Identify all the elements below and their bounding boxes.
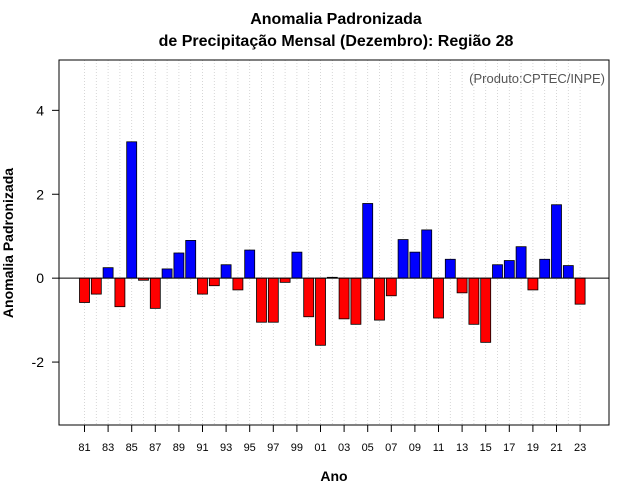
bar-14: [468, 277, 480, 325]
bar-92: [208, 277, 220, 287]
bar-00: [303, 277, 315, 318]
x-tick-label: 87: [149, 442, 161, 454]
bar-05: [362, 203, 374, 279]
bar-16: [492, 264, 503, 279]
x-axis-label: Ano: [320, 468, 347, 484]
bar-12: [444, 258, 456, 279]
x-tick-label: 17: [503, 442, 515, 454]
x-tick-label: 91: [196, 442, 208, 454]
x-tick-label: 01: [314, 442, 326, 454]
bar-23: [574, 277, 586, 305]
bar-08: [397, 239, 409, 279]
bar-15: [480, 277, 492, 343]
grid: [84, 60, 581, 425]
x-tick-label: 93: [220, 442, 232, 454]
bar-07: [385, 277, 397, 297]
x-axis: 81 83 85 87 89 91 93 95 97 99 01 03 05 07 09 11 13 15 17 19…: [78, 425, 586, 454]
x-tick-label: 81: [78, 442, 90, 454]
bar-97: [267, 277, 279, 323]
y-tick-label: 4: [36, 102, 44, 118]
bar-94: [232, 277, 244, 291]
x-tick-label: 95: [244, 442, 256, 454]
bar-90: [185, 240, 197, 279]
y-axis: -2 0 2 4: [32, 102, 59, 370]
bar-13: [456, 277, 468, 294]
x-tick-label: 97: [267, 442, 279, 454]
bar-85: [126, 141, 138, 279]
bar-06: [374, 277, 385, 321]
bar-81: [79, 277, 90, 303]
bar-91: [197, 277, 208, 295]
bar-19: [527, 277, 539, 291]
x-tick-label: 13: [456, 442, 468, 454]
y-tick-label: 0: [36, 270, 44, 286]
bar-04: [350, 277, 362, 325]
bar-10: [421, 229, 433, 279]
x-tick-label: 89: [173, 442, 185, 454]
plot-frame: [58, 59, 610, 426]
bar-89: [173, 252, 185, 279]
source-annotation: (Produto:CPTEC/INPE): [469, 71, 605, 86]
bar-09: [409, 251, 421, 279]
bar-95: [244, 249, 256, 279]
x-tick-label: 07: [385, 442, 397, 454]
y-tick-label: -2: [32, 354, 45, 370]
x-tick-label: 15: [480, 442, 492, 454]
y-tick-label: 2: [36, 186, 44, 202]
x-tick-label: 05: [362, 442, 374, 454]
x-tick-label: 09: [409, 442, 421, 454]
bar-96: [256, 277, 267, 323]
x-tick-label: 85: [126, 442, 138, 454]
y-axis-label: Anomalia Padronizada: [0, 168, 16, 318]
x-tick-label: 83: [102, 442, 114, 454]
bar-18: [515, 246, 527, 279]
chart-subtitle: de Precipitação Mensal (Dezembro): Regiã…: [159, 33, 514, 50]
bar-88: [161, 268, 173, 279]
chart-title: Anomalia Padronizada: [250, 11, 422, 28]
bars: [79, 141, 586, 346]
x-tick-label: 11: [433, 442, 444, 454]
bar-22: [562, 265, 574, 279]
bar-21: [551, 204, 562, 279]
bar-03: [338, 277, 350, 320]
bar-83: [102, 267, 114, 279]
bar-17: [503, 260, 515, 279]
bar-99: [291, 251, 303, 279]
x-tick-label: 21: [550, 442, 562, 454]
bar-98: [279, 277, 291, 283]
bar-87: [149, 277, 161, 309]
bar-01: [315, 277, 326, 346]
x-tick-label: 19: [527, 442, 539, 454]
bar-20: [539, 258, 551, 279]
bar-82: [90, 277, 102, 295]
x-tick-label: 99: [291, 442, 303, 454]
bar-11: [433, 277, 444, 319]
x-tick-label: 03: [338, 442, 350, 454]
x-tick-label: 23: [574, 442, 586, 454]
bar-84: [114, 277, 126, 308]
bar-93: [220, 264, 232, 279]
